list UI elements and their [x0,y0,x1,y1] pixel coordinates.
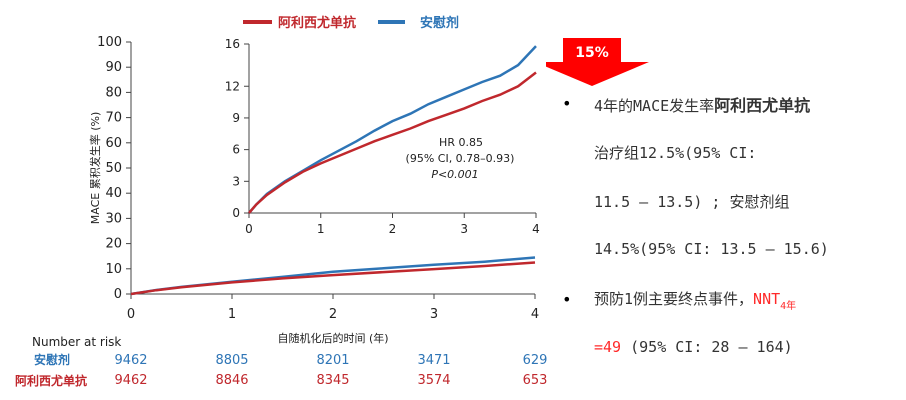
x-tick-label: 3 [430,307,438,322]
x-tick-label: 1 [317,222,325,236]
risk-row-label-placebo: 安慰剂 [34,352,70,367]
legend-label-alirocumab: 阿利西尤单抗 [278,15,356,31]
bullet2-prefix: 预防1例主要终点事件， [594,290,754,308]
risk-value: 653 [523,373,548,388]
bullet-marker: • [562,94,572,113]
y-tick-label: 0 [232,206,240,220]
legend: 阿利西尤单抗 安慰剂 [243,15,459,31]
risk-value: 8846 [215,373,248,388]
y-tick-label: 16 [225,37,240,51]
nnt-ci: (95% CI: 28 – 164) [621,338,793,356]
y-tick-label: 3 [232,174,240,188]
y-tick-label: 6 [232,143,240,157]
risk-value: 629 [523,353,548,368]
x-tick-label: 4 [531,307,539,322]
risk-value: 8345 [316,373,349,388]
inset-ci-text: (95% CI, 0.78–0.93) [406,152,515,165]
risk-value: 9462 [114,373,147,388]
bullet1-line2: 治疗组12.5%(95% CI: [594,144,757,162]
y-tick-label: 100 [97,35,122,50]
risk-value: 8805 [215,353,248,368]
risk-table-title: Number at risk [32,335,121,349]
bullet1-line3: 11.5 – 13.5) ; 安慰剂组 [594,193,790,211]
risk-row-label-alirocumab: 阿利西尤单抗 [15,373,87,388]
y-tick-label: 10 [105,262,122,277]
bullet1-line1: 4年的MACE发生率阿利西尤单抗 [594,92,810,116]
risk-value: 3471 [417,353,450,368]
nnt-subscript: 4年 [780,301,797,312]
bullet1-drug: 阿利西尤单抗 [714,96,811,115]
y-tick-label: 70 [105,111,122,126]
bullet-marker: • [562,290,572,309]
risk-value: 3574 [417,373,450,388]
callout-arrow: 15% [535,38,649,86]
y-tick-label: 90 [105,60,122,75]
risk-table: Number at risk 安慰剂 阿利西尤单抗 9462 8805 8201 34… [15,335,547,388]
callout-label: 15% [575,45,609,61]
y-tick-label: 60 [105,136,122,151]
y-tick-label: 20 [105,237,122,252]
main-x-axis-label: 自随机化后的时间 (年) [277,331,388,345]
x-tick-label: 4 [532,222,540,236]
inset-p-text: P<0.001 [431,168,478,181]
inset-background [240,40,546,236]
inset-hr-text: HR 0.85 [439,136,483,149]
x-tick-label: 3 [460,222,468,236]
nnt-label: NNT [753,290,781,308]
bullet1-prefix: 4年的MACE发生率 [594,97,715,115]
main-y-axis-label: MACE 累积发生率 (%) [88,112,102,224]
x-tick-label: 0 [127,307,135,322]
y-tick-label: 80 [105,85,122,100]
y-tick-label: 0 [114,287,122,302]
callout-arrow-shape [535,38,649,86]
x-tick-label: 1 [228,307,236,322]
series-line-alirocumab [248,71,537,214]
nnt-value: =49 [594,338,622,356]
bullet1-line4: 14.5%(95% CI: 13.5 – 15.6) [594,240,829,258]
y-tick-label: 40 [105,186,122,201]
risk-value: 9462 [114,353,147,368]
series-line-alirocumab [130,261,536,296]
bullet2-line2: =49 (95% CI: 28 – 164) [594,338,793,356]
y-tick-label: 30 [105,211,122,226]
x-tick-label: 2 [389,222,397,236]
x-tick-label: 0 [245,222,253,236]
x-tick-label: 2 [329,307,337,322]
y-tick-label: 50 [105,161,122,176]
risk-value: 8201 [316,353,349,368]
y-tick-label: 9 [232,111,240,125]
y-tick-label: 12 [225,79,240,93]
bullet2-line1: 预防1例主要终点事件，NNT4年 [594,288,797,312]
legend-label-placebo: 安慰剂 [420,15,459,31]
